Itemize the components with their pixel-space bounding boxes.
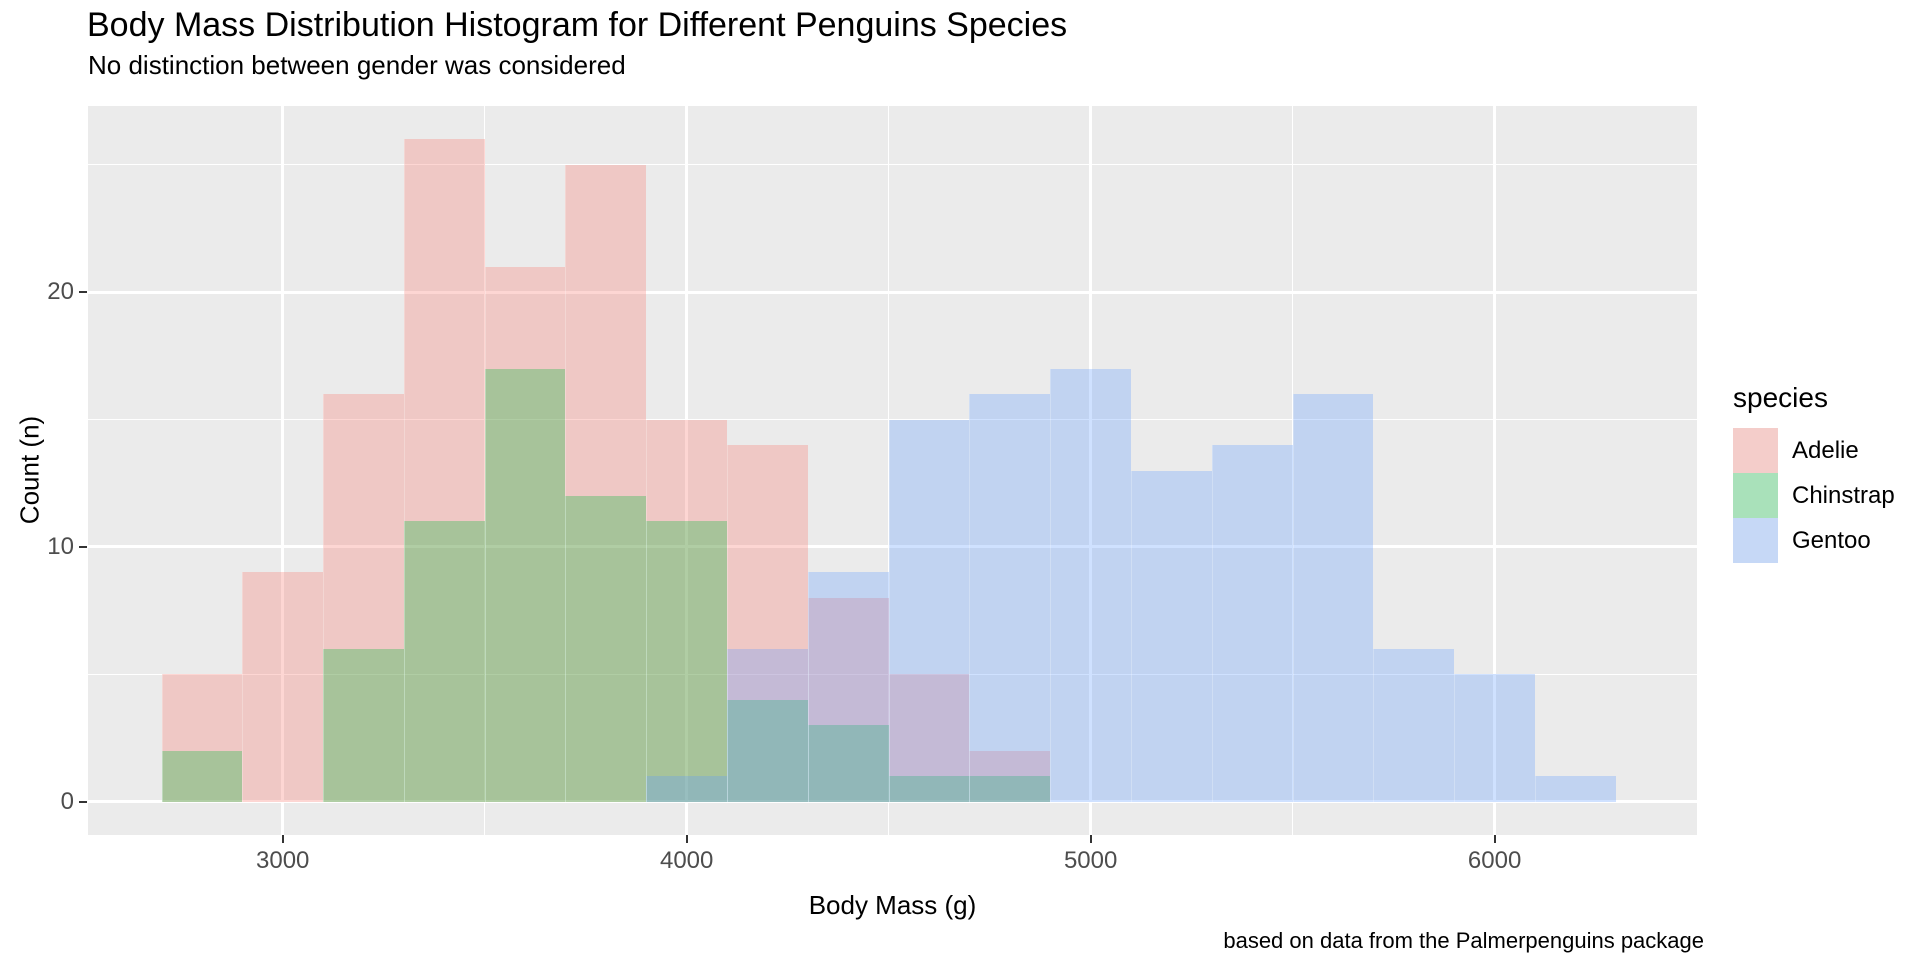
- x-major-gridline: [1493, 106, 1497, 835]
- legend-key: [1733, 428, 1778, 473]
- histogram-bar-adelie: [403, 139, 485, 802]
- chart-title: Body Mass Distribution Histogram for Dif…: [87, 6, 1068, 44]
- y-major-gridline: [88, 800, 1697, 804]
- x-axis-tick: [685, 835, 688, 843]
- y-axis-tick: [79, 545, 87, 548]
- legend-swatch-chinstrap: [1733, 473, 1778, 518]
- histogram-bar-adelie: [323, 394, 404, 802]
- x-tick-label: 5000: [1063, 847, 1118, 874]
- histogram-bar-adelie: [565, 164, 647, 802]
- histogram-bar-gentoo: [1373, 648, 1455, 802]
- x-axis-tick: [281, 835, 284, 843]
- legend-items: Adelie Chinstrap Gentoo: [1733, 428, 1895, 563]
- histogram-bar-gentoo: [807, 572, 889, 802]
- y-major-gridline: [88, 290, 1697, 294]
- x-minor-gridline: [887, 106, 890, 835]
- x-minor-gridline: [1291, 106, 1294, 835]
- plot-panel: [88, 106, 1697, 835]
- y-tick-label: 10: [47, 532, 74, 560]
- histogram-bar-gentoo: [1292, 394, 1374, 802]
- histogram-bar-adelie: [161, 674, 243, 802]
- y-axis-tick: [79, 291, 87, 294]
- legend-item-label: Chinstrap: [1792, 481, 1895, 509]
- histogram-bar-adelie: [807, 597, 889, 802]
- legend-item-chinstrap: Chinstrap: [1733, 473, 1895, 518]
- histogram-bar-gentoo: [1131, 470, 1212, 802]
- chart-caption: based on data from the Palmerpenguins pa…: [1223, 928, 1704, 953]
- histogram-bar-chinstrap: [969, 776, 1051, 802]
- x-axis-title: Body Mass (g): [808, 890, 977, 920]
- histogram-bar-gentoo: [1050, 368, 1132, 802]
- histogram-bar-adelie: [484, 266, 566, 802]
- legend-item-label: Gentoo: [1792, 526, 1871, 554]
- y-axis-tick: [79, 800, 87, 803]
- histogram-bar-chinstrap: [323, 648, 404, 802]
- legend-item-gentoo: Gentoo: [1733, 518, 1895, 563]
- histogram-bar-chinstrap: [646, 521, 728, 802]
- x-major-gridline: [281, 106, 285, 835]
- legend-key: [1733, 473, 1778, 518]
- x-axis-tick: [1493, 835, 1496, 843]
- histogram-bar-adelie: [727, 445, 808, 802]
- legend-swatch-gentoo: [1733, 518, 1778, 563]
- histogram-bar-adelie: [969, 750, 1051, 802]
- histogram-bar-gentoo: [727, 648, 808, 802]
- histogram-bar-gentoo: [646, 776, 728, 802]
- legend-key: [1733, 518, 1778, 563]
- x-tick-label: 6000: [1467, 847, 1522, 874]
- histogram-bar-chinstrap: [807, 725, 889, 802]
- histogram-bar-adelie: [888, 674, 970, 802]
- x-tick-label: 3000: [256, 847, 310, 874]
- y-tick-label: 0: [60, 787, 74, 815]
- x-minor-gridline: [483, 106, 486, 835]
- y-minor-gridline: [88, 418, 1697, 421]
- histogram-bar-gentoo: [1454, 674, 1535, 802]
- histogram-bar-gentoo: [1211, 445, 1293, 802]
- x-major-gridline: [1089, 106, 1093, 835]
- histogram-bar-gentoo: [888, 419, 970, 802]
- y-minor-gridline: [88, 163, 1697, 166]
- y-major-gridline: [88, 545, 1697, 549]
- x-major-gridline: [685, 106, 689, 835]
- histogram-bar-adelie: [242, 572, 324, 802]
- histogram-bar-chinstrap: [565, 495, 647, 802]
- histogram-bar-chinstrap: [727, 699, 808, 802]
- legend-title: species: [1733, 382, 1828, 413]
- chart-subtitle: No distinction between gender was consid…: [88, 50, 626, 80]
- histogram-bar-gentoo: [969, 394, 1051, 802]
- histogram-bar-chinstrap: [484, 368, 566, 802]
- histogram-bar-chinstrap: [888, 776, 970, 802]
- y-axis-title: Count (n): [14, 415, 45, 525]
- x-axis-tick: [1089, 835, 1092, 843]
- histogram-bar-adelie: [646, 419, 728, 802]
- legend-item-label: Adelie: [1792, 436, 1859, 464]
- x-tick-label: 4000: [659, 847, 714, 874]
- histogram-bar-gentoo: [1535, 776, 1616, 802]
- histogram-bar-chinstrap: [403, 521, 485, 802]
- histogram-bar-chinstrap: [161, 750, 243, 802]
- y-minor-gridline: [88, 673, 1697, 676]
- legend: species Adelie Chinstrap Gentoo: [1733, 382, 1895, 563]
- y-tick-label: 20: [47, 278, 74, 306]
- legend-item-adelie: Adelie: [1733, 428, 1895, 473]
- legend-swatch-adelie: [1733, 428, 1778, 473]
